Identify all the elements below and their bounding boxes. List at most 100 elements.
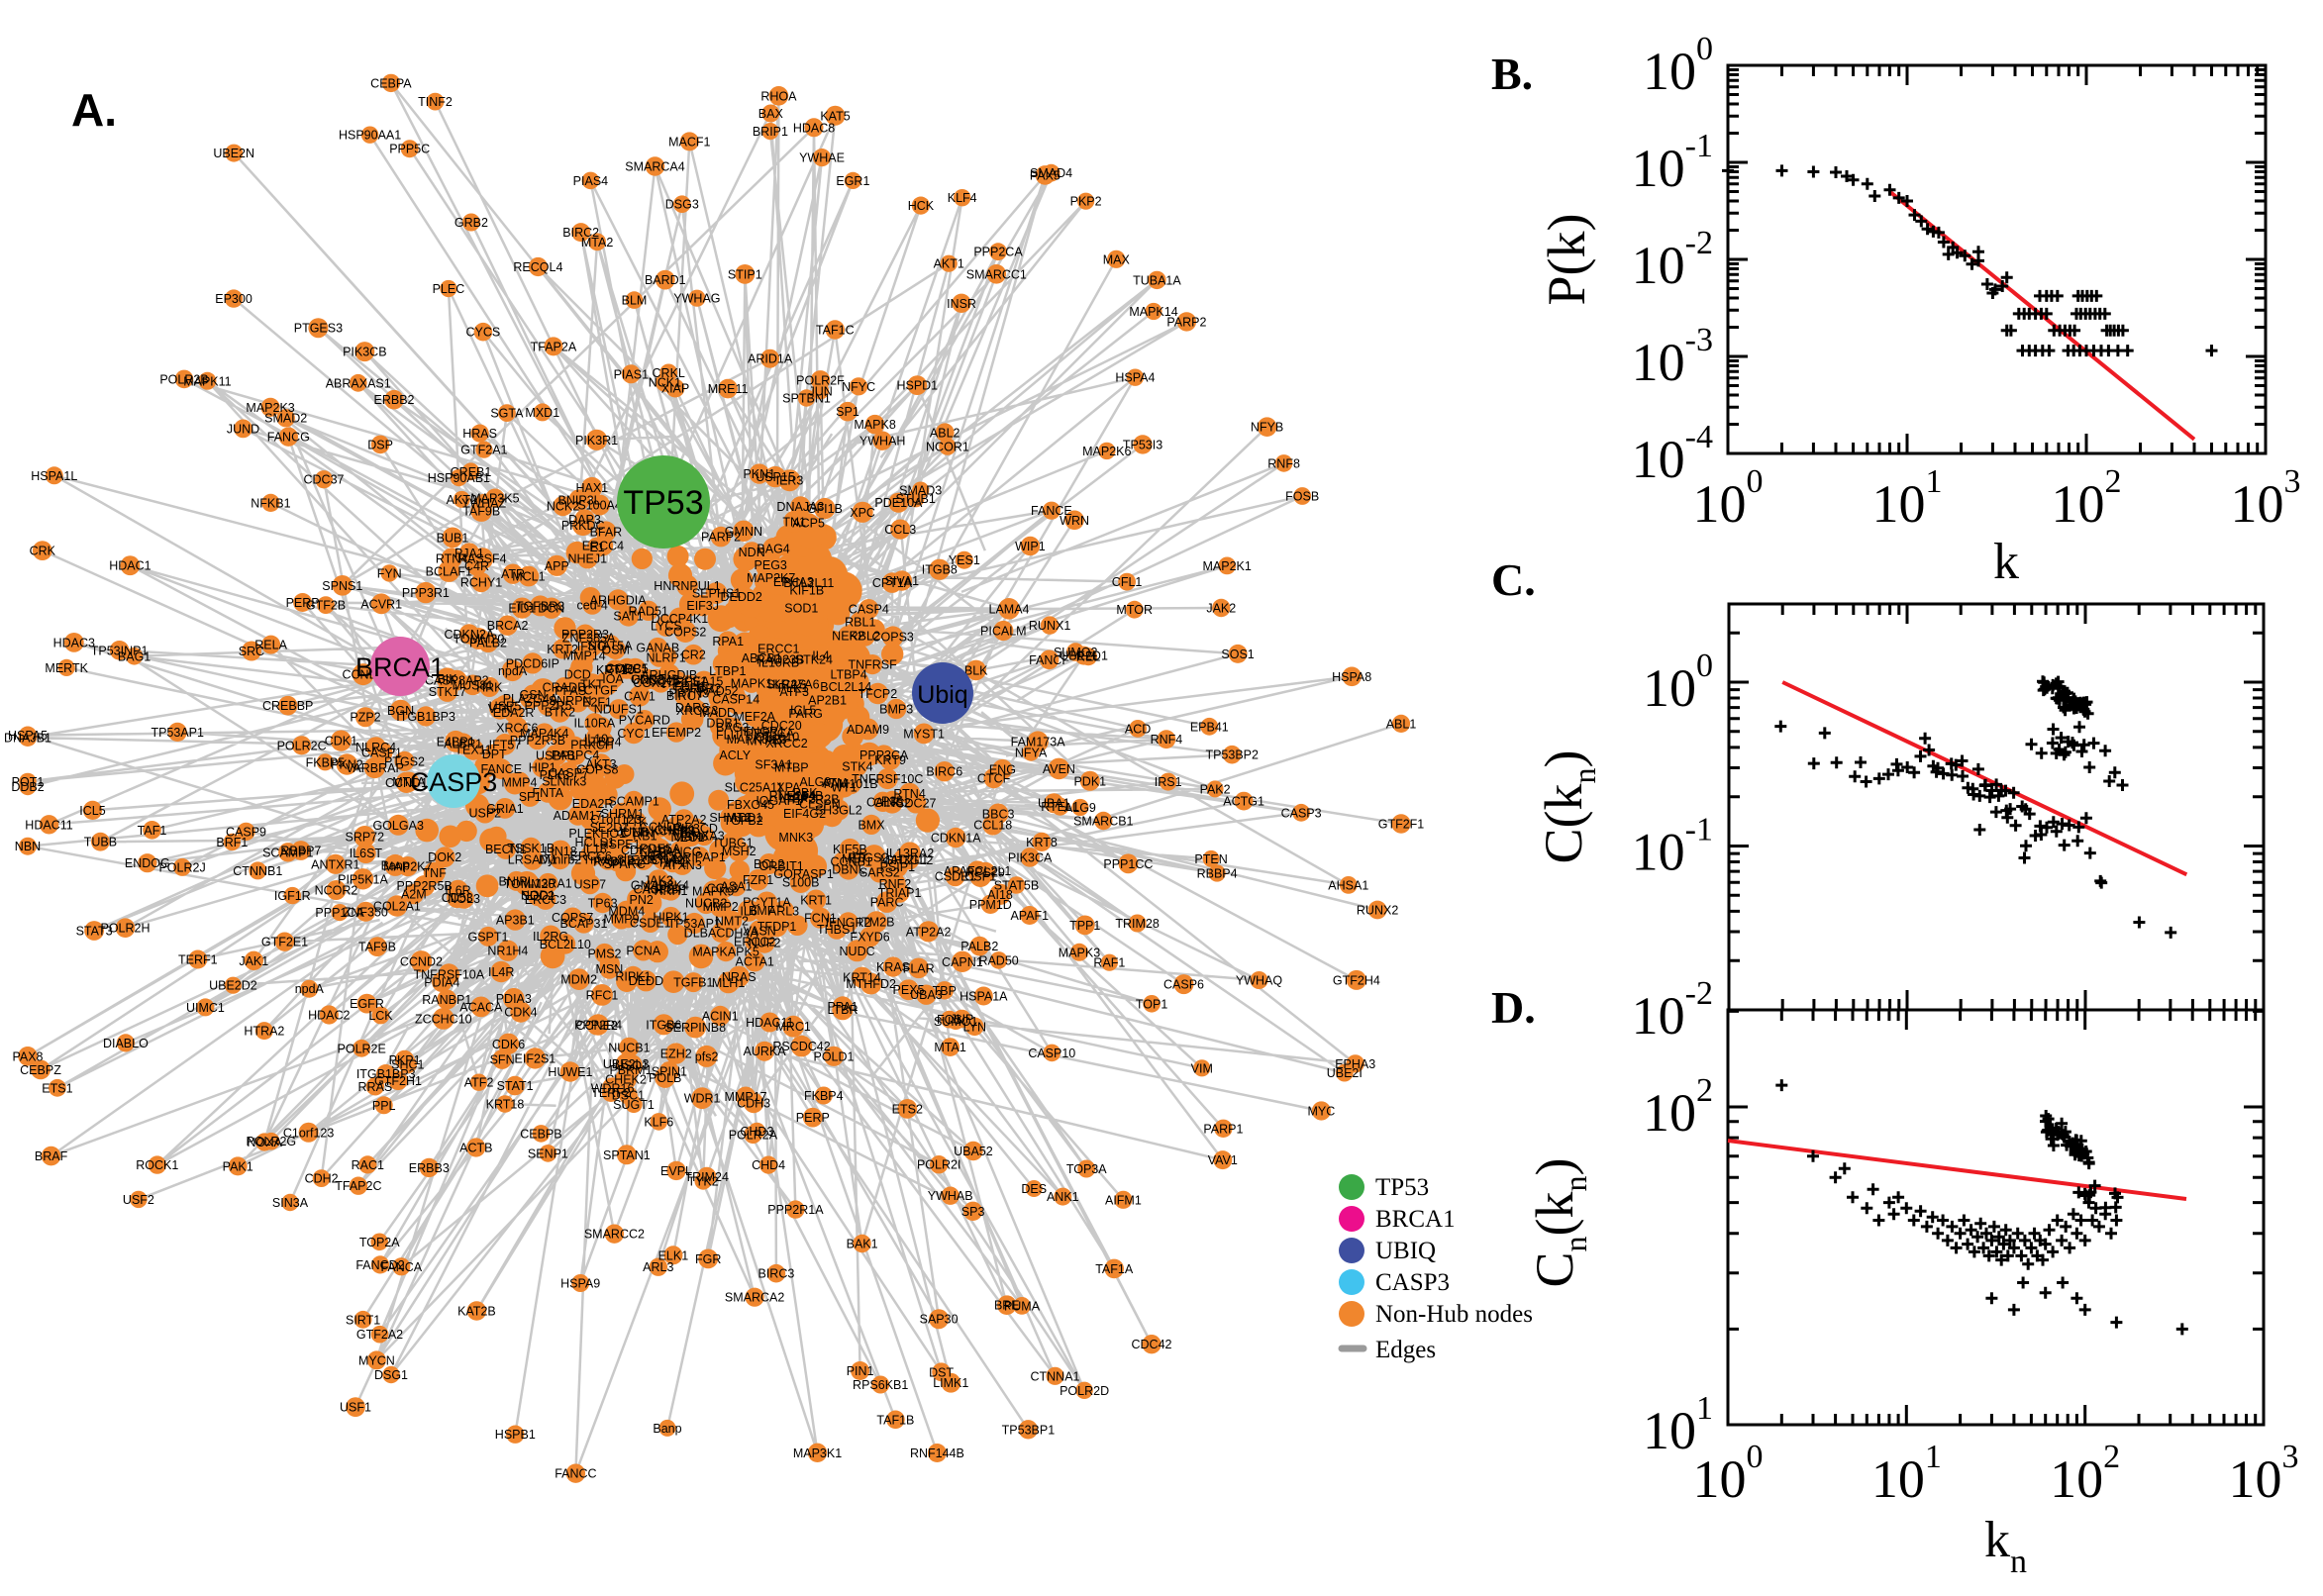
- svg-text:MDM2: MDM2: [560, 973, 597, 987]
- svg-text:CCNA2: CCNA2: [643, 853, 684, 867]
- svg-text:KLF4: KLF4: [948, 191, 977, 205]
- svg-text:MAPK14: MAPK14: [1129, 305, 1177, 319]
- svg-text:DDB1: DDB1: [706, 717, 739, 731]
- svg-text:IL6ST: IL6ST: [350, 847, 383, 860]
- svg-text:PMS2: PMS2: [587, 947, 621, 960]
- svg-text:ARL3: ARL3: [768, 905, 799, 919]
- svg-text:CASP1: CASP1: [361, 746, 402, 759]
- svg-text:ERCC4: ERCC4: [582, 540, 624, 553]
- svg-text:RAC1: RAC1: [352, 1158, 384, 1172]
- svg-text:NLRP1: NLRP1: [646, 650, 685, 664]
- svg-text:RSCDC42: RSCDC42: [772, 1040, 830, 1053]
- svg-text:ALBP1: ALBP1: [444, 738, 482, 751]
- svg-text:POLR2C: POLR2C: [277, 739, 327, 752]
- svg-text:MAPK8IP3: MAPK8IP3: [727, 733, 787, 747]
- svg-text:IL2RG: IL2RG: [533, 930, 568, 944]
- svg-text:DNAJB1: DNAJB1: [4, 731, 51, 745]
- svg-text:CDC37: CDC37: [304, 473, 345, 487]
- svg-text:FAM101B: FAM101B: [824, 777, 878, 791]
- svg-text:SE2D1: SE2D1: [590, 821, 630, 835]
- svg-text:CD53: CD53: [442, 891, 473, 905]
- svg-text:JAK3: JAK3: [644, 874, 673, 888]
- svg-text:GORASP1: GORASP1: [773, 867, 833, 881]
- svg-text:HSP90AB1: HSP90AB1: [428, 471, 490, 485]
- svg-text:SF1: SF1: [519, 790, 542, 804]
- svg-text:GOLGA3: GOLGA3: [372, 819, 423, 833]
- svg-text:SPTAN1: SPTAN1: [603, 1148, 651, 1162]
- svg-text:PAX8: PAX8: [12, 1049, 43, 1063]
- svg-text:BAX: BAX: [758, 107, 784, 121]
- svg-text:MYST1: MYST1: [903, 727, 945, 741]
- svg-text:FBXO45: FBXO45: [727, 798, 774, 812]
- svg-text:SHRM1: SHRM1: [601, 807, 645, 821]
- svg-text:YWHAZ: YWHAZ: [461, 496, 507, 510]
- svg-text:PLEC: PLEC: [433, 282, 465, 296]
- svg-text:HUWE1: HUWE1: [548, 1065, 592, 1079]
- svg-text:ATP2A2: ATP2A2: [906, 925, 952, 939]
- svg-text:A2M: A2M: [401, 888, 427, 902]
- svg-text:CASP6: CASP6: [1163, 978, 1204, 992]
- svg-text:BID: BID: [679, 826, 700, 840]
- svg-text:DDB2: DDB2: [11, 780, 44, 794]
- svg-text:PAK1: PAK1: [223, 1159, 253, 1173]
- svg-text:POLR2G: POLR2G: [246, 1135, 296, 1148]
- svg-text:ACIN1: ACIN1: [702, 1010, 739, 1024]
- svg-text:MTHFD2: MTHFD2: [846, 977, 896, 991]
- svg-text:FANCE: FANCE: [480, 762, 522, 776]
- svg-text:HCLS1: HCLS1: [575, 836, 615, 849]
- svg-text:CDK4: CDK4: [504, 1006, 537, 1020]
- svg-text:CASP7: CASP7: [549, 766, 589, 780]
- svg-text:MDM4: MDM4: [608, 905, 645, 919]
- svg-text:TERF2: TERF2: [591, 1086, 631, 1100]
- svg-text:FANCE: FANCE: [1031, 504, 1072, 518]
- svg-text:C(kn): C(kn): [1534, 750, 1602, 864]
- svg-text:ABL2: ABL2: [930, 426, 960, 440]
- svg-text:SHMT2: SHMT2: [709, 811, 751, 825]
- svg-text:DOK2: DOK2: [428, 850, 461, 864]
- svg-text:STK4: STK4: [842, 760, 872, 774]
- svg-text:SYVN1: SYVN1: [650, 852, 690, 866]
- svg-text:MERTK: MERTK: [45, 661, 88, 675]
- svg-text:TKT: TKT: [580, 678, 604, 692]
- svg-text:ARHGDIB: ARHGDIB: [641, 668, 697, 682]
- svg-text:MSN: MSN: [596, 962, 624, 976]
- svg-text:FZR1: FZR1: [743, 873, 773, 887]
- svg-text:CCND3: CCND3: [640, 821, 682, 835]
- svg-text:HDAC11: HDAC11: [25, 818, 72, 832]
- svg-text:HSPA1L: HSPA1L: [31, 469, 77, 483]
- svg-text:FANCG: FANCG: [267, 431, 310, 445]
- svg-text:CHEK2: CHEK2: [605, 1073, 647, 1087]
- svg-text:CFL1: CFL1: [1112, 575, 1143, 589]
- svg-text:MAPKAPK5: MAPKAPK5: [692, 946, 758, 959]
- svg-text:TPP1: TPP1: [1069, 919, 1100, 933]
- svg-text:LTBP1: LTBP1: [709, 664, 746, 678]
- svg-text:GSN: GSN: [520, 688, 547, 702]
- svg-text:DNAJA3: DNAJA3: [776, 500, 824, 514]
- svg-text:AKT2: AKT2: [447, 493, 477, 507]
- svg-text:CTGF: CTGF: [584, 683, 618, 697]
- svg-text:FANCA: FANCA: [380, 1260, 422, 1274]
- svg-text:NEO1: NEO1: [670, 831, 704, 845]
- svg-text:SERPINB8: SERPINB8: [664, 1021, 726, 1035]
- svg-text:DLBACDH4A: DLBACDH4A: [684, 926, 759, 940]
- svg-text:NCOR2: NCOR2: [315, 884, 358, 898]
- svg-text:RECQL4: RECQL4: [513, 260, 562, 274]
- svg-text:POLR2E: POLR2E: [338, 1042, 386, 1055]
- svg-text:GMNN: GMNN: [725, 525, 762, 539]
- svg-text:ORBIT1: ORBIT1: [759, 859, 804, 873]
- svg-text:BIRC2: BIRC2: [562, 226, 599, 240]
- svg-text:ROCK1: ROCK1: [136, 1158, 178, 1172]
- svg-text:PPP3CA: PPP3CA: [859, 748, 909, 762]
- svg-text:POLR2A: POLR2A: [729, 1128, 778, 1142]
- svg-text:Banp: Banp: [381, 858, 410, 872]
- svg-text:POLB: POLB: [649, 1071, 681, 1085]
- svg-text:PBK: PBK: [793, 786, 819, 800]
- svg-text:CASP4: CASP4: [849, 603, 889, 617]
- svg-text:KRAS: KRAS: [772, 678, 806, 692]
- svg-text:PFAS: PFAS: [555, 684, 586, 698]
- svg-text:TAF1C: TAF1C: [816, 324, 855, 338]
- svg-text:TGFB2: TGFB2: [723, 814, 762, 828]
- svg-text:GTF2E1: GTF2E1: [261, 936, 308, 949]
- svg-text:SLC25A11: SLC25A11: [725, 781, 784, 795]
- svg-text:NHEJ1: NHEJ1: [568, 551, 608, 565]
